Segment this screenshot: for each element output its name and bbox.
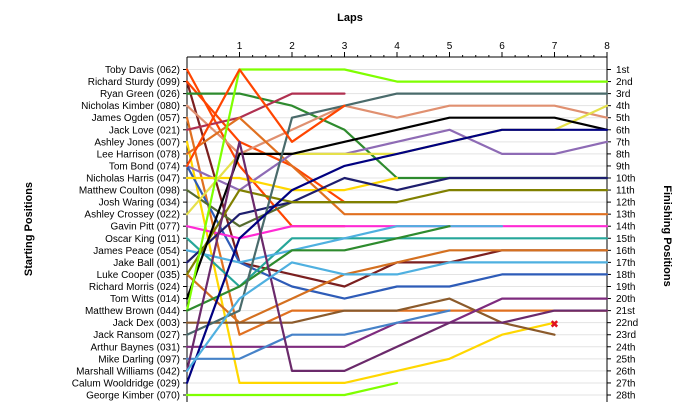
x-tick-label: 6 [499,41,505,52]
series-line [185,176,609,264]
starting-position-label: Luke Cooper (035) [97,270,180,281]
finishing-position-label: 26th [616,366,635,377]
finishing-position-label: 22nd [616,318,638,329]
x-tick-label: 2 [289,41,295,52]
series-line [185,68,609,312]
series-line [185,128,609,192]
x-tick-label: 3 [342,41,348,52]
starting-position-label: Jack Love (021) [109,125,180,136]
x-tick-label: 4 [394,41,400,52]
series-line [185,116,609,300]
starting-position-label: Arthur Baynes (031) [91,342,181,353]
starting-position-label: George Kimber (070) [86,391,180,402]
starting-position-label: Jake Ball (001) [113,258,180,269]
starting-position-label: Marshall Williams (042) [76,366,180,377]
finishing-position-label: 6th [616,125,630,136]
starting-position-label: Calum Wooldridge (029) [72,378,180,389]
starting-position-label: James Ogden (057) [92,113,180,124]
starting-position-label: Oscar King (011) [105,234,180,245]
starting-position-label: Lee Harrison (078) [97,149,180,160]
series-line [185,249,609,324]
finishing-position-label: 23rd [616,330,636,341]
finishing-position-label: 9th [616,161,630,172]
starting-position-label: Richard Morris (024) [89,282,180,293]
finishing-position-label: 10th [616,174,635,185]
finishing-position-label: 18th [616,270,635,281]
series-line [185,116,609,216]
starting-position-label: Richard Sturdy (099) [88,77,180,88]
series-line [185,92,609,336]
starting-position-label: Ryan Green (026) [100,89,180,100]
series-line [185,309,451,360]
starting-position-label: Matthew Coulton (098) [79,186,180,197]
x-tick-label: 5 [447,41,453,52]
finishing-position-label: 4th [616,101,630,112]
finishing-position-label: 19th [616,282,635,293]
starting-position-label: Ashley Jones (007) [94,137,180,148]
finishing-position-label: 3rd [616,89,630,100]
finishing-position-label: 21st [616,306,635,317]
finishing-position-label: 7th [616,137,630,148]
plot-area [187,57,607,402]
starting-position-label: Jack Ransom (027) [93,330,180,341]
finishing-position-label: 17th [616,258,635,269]
finishing-position-label: 15th [616,234,635,245]
starting-position-label: James Peace (054) [93,246,180,257]
finishing-position-label: 1st [616,65,630,76]
series-line [185,297,556,336]
series-line [185,225,451,312]
starting-position-label: Matthew Brown (044) [85,306,180,317]
retired-marker: ✖ [550,320,558,331]
finishing-position-label: 13th [616,210,635,221]
finishing-position-label: 2nd [616,77,633,88]
series-line [185,140,556,384]
x-tick-label: 8 [604,41,610,52]
starting-position-label: Nicholas Harris (047) [86,174,180,185]
starting-position-label: Mike Darling (097) [98,354,180,365]
series-line [185,189,609,276]
series-line [185,261,609,372]
finishing-position-label: 25th [616,354,635,365]
series-line [185,128,609,384]
starting-position-label: Josh Waring (034) [99,198,180,209]
starting-position-label: Jack Dex (003) [113,318,180,329]
starting-position-label: Ashley Crossey (022) [84,210,180,221]
starting-position-label: Tom Bond (074) [109,161,180,172]
starting-position-label: Gavin Pitt (077) [111,222,180,233]
finishing-position-label: 8th [616,149,630,160]
starting-position-label: Nicholas Kimber (080) [81,101,180,112]
finishing-position-label: 20th [616,294,635,305]
finishing-position-label: 28th [616,391,635,402]
x-tick-label: 7 [552,41,558,52]
chart-title: Laps [337,12,363,24]
finishing-position-label: 5th [616,113,630,124]
series-line [185,140,609,372]
series-line [185,381,399,397]
series-line [185,104,609,155]
starting-position-label: Tom Witts (014) [110,294,180,305]
finishing-position-label: 11th [616,186,635,197]
finishing-position-label: 16th [616,246,635,257]
x-tick-label: 1 [237,41,243,52]
series-line [185,68,346,167]
starting-position-label: Toby Davis (062) [105,65,180,76]
finishing-position-label: 24th [616,342,635,353]
finishing-position-label: 27th [616,378,635,389]
finishing-position-label: 14th [616,222,635,233]
finishing-position-label: 12th [616,198,635,209]
